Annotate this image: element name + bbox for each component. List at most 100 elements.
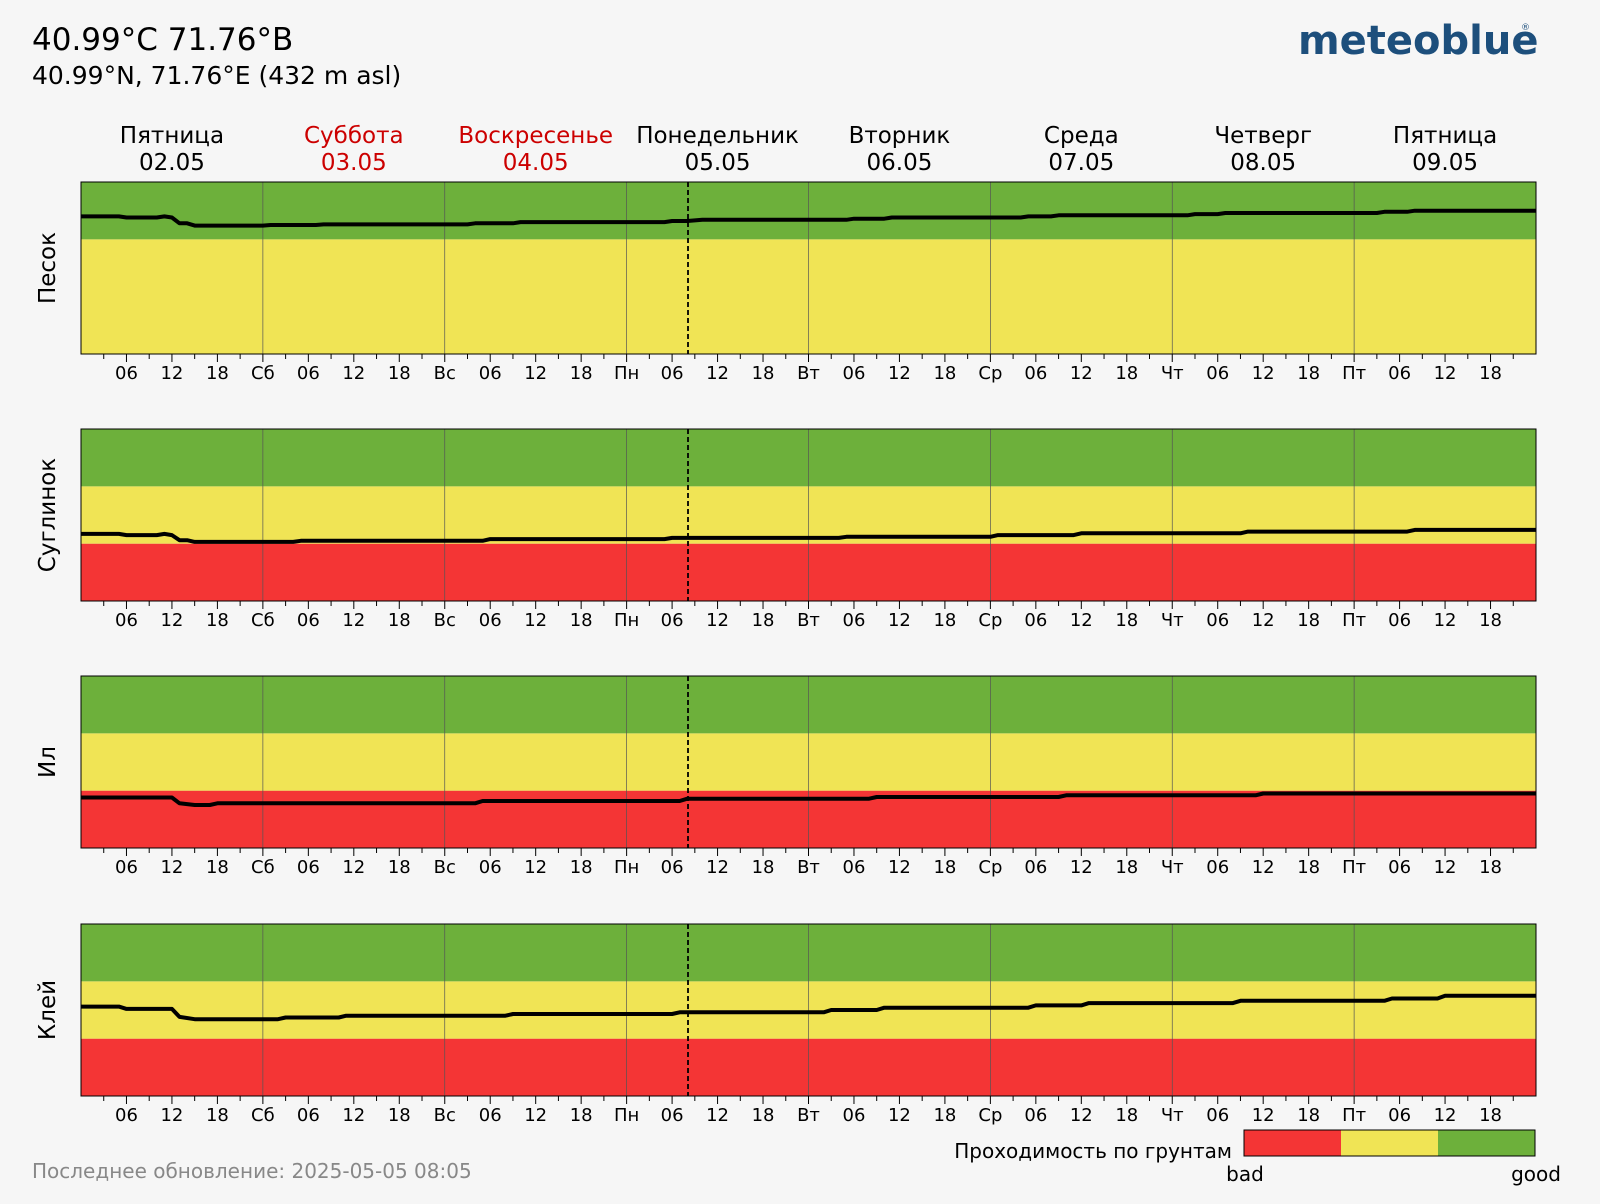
x-tick-label: 12 [888,857,911,878]
x-tick-label: 18 [1297,1105,1320,1126]
legend-low-label: bad [1226,1162,1264,1186]
x-tick-label: 12 [342,1105,365,1126]
day-name: Пятница [120,123,224,149]
x-tick-label: 18 [1479,610,1502,631]
x-tick-label: 06 [661,1105,684,1126]
x-tick-label: 06 [1206,857,1229,878]
x-tick-label: Ср [978,363,1002,384]
x-tick-label: Вт [797,1105,820,1126]
x-tick-label: 12 [1070,1105,1093,1126]
day-date: 06.05 [867,150,933,176]
x-tick-label: 06 [297,1105,320,1126]
panel-soil-label: Суглинок [35,458,61,573]
day-date: 08.05 [1230,150,1296,176]
panel-soil-label: Ил [35,746,61,778]
x-tick-label: 12 [342,363,365,384]
x-tick-label: 18 [570,610,593,631]
x-tick-label: 18 [1479,857,1502,878]
x-tick-label: 06 [1388,363,1411,384]
meteoblue-logo: meteoblue [1298,18,1539,64]
x-tick-label: 18 [1115,363,1138,384]
x-tick-label: 18 [752,610,775,631]
x-tick-label: 18 [1115,1105,1138,1126]
day-date: 07.05 [1048,150,1114,176]
x-tick-label: Чт [1161,1105,1184,1126]
x-tick-label: 06 [479,610,502,631]
x-tick-label: 18 [933,1105,956,1126]
x-tick-label: 06 [843,1105,866,1126]
x-tick-label: 12 [1070,363,1093,384]
x-tick-label: Сб [251,610,275,631]
x-tick-label: 06 [1388,857,1411,878]
x-tick-label: 06 [1024,610,1047,631]
x-tick-label: 18 [1115,610,1138,631]
x-tick-label: 06 [661,610,684,631]
x-tick-label: 06 [479,363,502,384]
x-tick-label: 18 [1297,857,1320,878]
x-tick-label: 18 [933,857,956,878]
legend-swatch [1438,1130,1535,1156]
x-tick-label: 06 [1388,1105,1411,1126]
x-tick-label: 12 [342,857,365,878]
chart-panels: 06 12 18 Сб 06 12 18 Вс 06 12 18 Пн 06 12 18 Вт 06 12 18 Ср… [35,181,1537,1126]
x-tick-label: 18 [752,857,775,878]
x-tick-label: Сб [251,1105,275,1126]
day-name: Воскресенье [458,123,613,149]
x-tick-label: 12 [706,610,729,631]
x-tick-label: Чт [1161,857,1184,878]
x-tick-label: Вт [797,363,820,384]
x-tick-label: 18 [388,610,411,631]
x-tick-label: Ср [978,610,1002,631]
x-tick-label: Вт [797,857,820,878]
x-tick-label: 18 [388,363,411,384]
x-tick-label: Сб [251,857,275,878]
x-tick-label: 12 [706,363,729,384]
x-tick-label: 12 [888,363,911,384]
x-tick-label: 06 [843,363,866,384]
day-name: Четверг [1214,123,1312,149]
x-tick-label: Пн [614,363,639,384]
x-tick-label: 12 [160,1105,183,1126]
x-tick-label: Ср [978,857,1002,878]
trafficability-line [81,208,1536,228]
x-tick-label: Чт [1161,610,1184,631]
x-tick-label: 12 [1252,610,1275,631]
legend-swatch [1244,1130,1341,1156]
x-tick-label: 18 [570,1105,593,1126]
x-tick-label: Вс [434,857,456,878]
x-tick-label: 06 [1206,1105,1229,1126]
x-tick-label: 18 [206,1105,229,1126]
x-tick-label: 12 [1434,610,1457,631]
x-tick-label: Вт [797,610,820,631]
day-date: 03.05 [321,150,387,176]
x-tick-label: 06 [1206,363,1229,384]
x-tick-label: Пт [1342,363,1366,384]
x-tick-label: 18 [570,363,593,384]
x-tick-label: 06 [843,857,866,878]
legend-high-label: good [1511,1162,1561,1186]
x-tick-label: 06 [297,857,320,878]
location-title: 40.99°C 71.76°B [32,22,293,58]
day-name: Понедельник [636,123,799,149]
legend-title: Проходимость по грунтам [954,1139,1232,1163]
x-tick-label: 18 [1297,363,1320,384]
day-date: 04.05 [503,150,569,176]
legend-color-bar [1244,1130,1535,1156]
x-tick-label: 06 [661,363,684,384]
x-tick-label: 12 [1252,1105,1275,1126]
x-tick-label: 06 [1024,363,1047,384]
x-tick-label: 12 [1434,363,1457,384]
x-tick-label: 18 [1115,857,1138,878]
day-date: 05.05 [685,150,751,176]
trafficability-line [81,527,1536,544]
x-tick-label: 18 [206,857,229,878]
x-tick-label: Пт [1342,857,1366,878]
panel-soil-label: Клей [35,980,61,1040]
day-headers: Пятница02.05Суббота03.05Воскресенье04.05… [120,123,1497,176]
panel-3: 06 12 18 Сб 06 12 18 Вс 06 12 18 Пн 06 12 18 Вт 06 12 18 Ср… [35,675,1537,878]
x-tick-label: 12 [524,610,547,631]
x-tick-label: 12 [160,610,183,631]
x-tick-label: 06 [479,1105,502,1126]
x-tick-label: Пт [1342,610,1366,631]
x-tick-label: Вс [434,363,456,384]
